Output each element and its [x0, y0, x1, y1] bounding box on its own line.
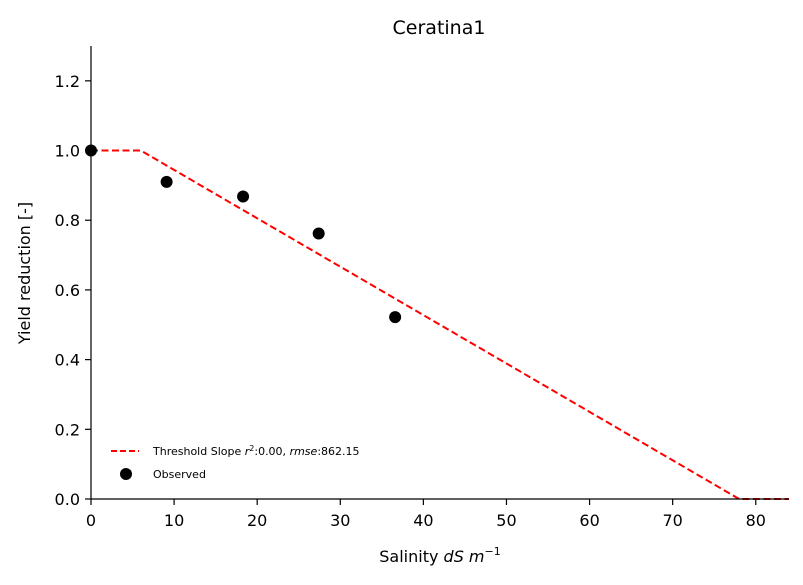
x-tick-label: 60 — [579, 511, 599, 530]
observed-point — [312, 227, 325, 240]
y-tick-label: 0.6 — [55, 281, 80, 300]
x-tick-label: 30 — [330, 511, 350, 530]
x-axis-label-prefix: Salinity — [379, 547, 443, 566]
y-tick-label: 0.4 — [55, 351, 80, 370]
x-tick-label: 70 — [662, 511, 682, 530]
legend: Threshold Slope r2:0.00, rmse:862.15 Obs… — [111, 444, 360, 481]
y-axis-label: Yield reduction [-] — [15, 202, 34, 345]
y-tick-label: 0.8 — [55, 211, 80, 230]
x-axis-ticks: 0 10 20 30 40 50 60 70 80 — [86, 499, 766, 530]
x-tick-label: 40 — [413, 511, 433, 530]
x-tick-label: 50 — [496, 511, 516, 530]
observed-point — [389, 311, 402, 324]
chart-title: Ceratina1 — [393, 17, 486, 39]
x-axis-label-unit: dS m — [444, 547, 485, 566]
y-tick-label: 1.2 — [55, 72, 80, 91]
legend-marker-observed — [120, 468, 132, 480]
observed-point — [160, 175, 173, 188]
y-tick-label: 1.0 — [55, 142, 80, 161]
y-tick-label: 0.2 — [55, 420, 80, 439]
x-axis-label: Salinity dS m−1 — [379, 545, 500, 566]
x-axis-label-exponent: −1 — [485, 545, 501, 558]
x-tick-label: 10 — [164, 511, 184, 530]
legend-label-threshold-slope: Threshold Slope r2:0.00, rmse:862.15 — [152, 444, 360, 458]
legend-label-observed: Observed — [153, 468, 206, 481]
y-tick-label: 0.0 — [55, 490, 80, 509]
y-axis-ticks: 0.0 0.2 0.4 0.6 0.8 1.0 1.2 — [55, 72, 91, 509]
x-tick-label: 80 — [746, 511, 766, 530]
x-tick-label: 0 — [86, 511, 96, 530]
x-tick-label: 20 — [247, 511, 267, 530]
observed-point — [237, 190, 250, 203]
